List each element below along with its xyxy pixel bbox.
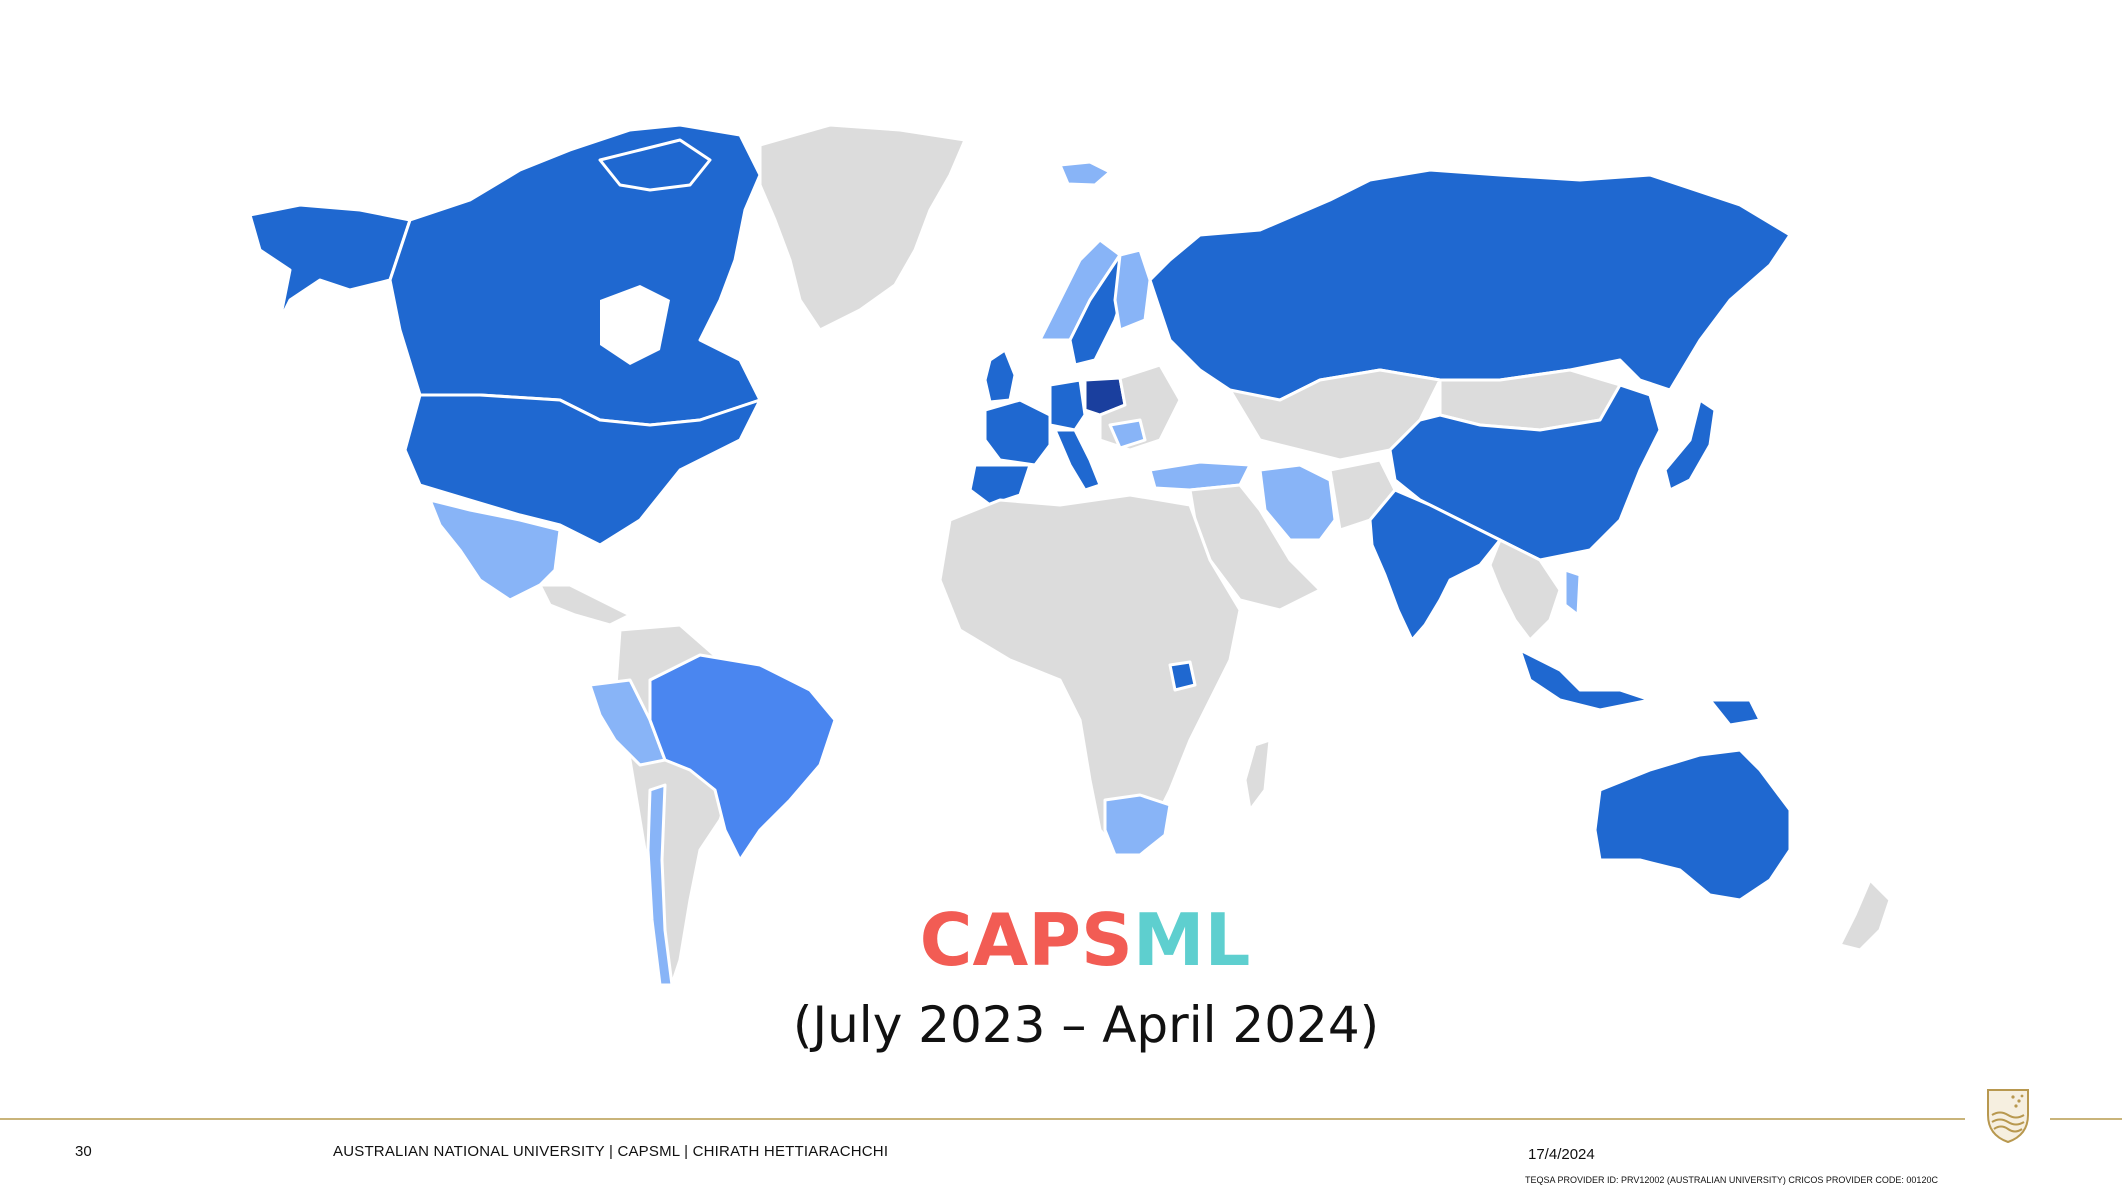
region-russia [1148,168,1792,412]
region-iran [1258,463,1337,542]
footer-credit: AUSTRALIAN NATIONAL UNIVERSITY | CAPSML … [333,1143,889,1160]
region-uganda [1168,660,1197,692]
slide-subtitle: (July 2023 – April 2024) [792,996,1380,1054]
region-png [1708,698,1762,727]
region-central-america [538,583,632,627]
anu-crest-icon [1987,1089,2029,1144]
region-usa [403,393,762,547]
region-brazil [648,653,837,862]
region-romania [1108,418,1147,450]
region-japan [1663,398,1717,492]
region-uk [983,348,1017,404]
footer-provider-id: TEQSA PROVIDER ID: PRV12002 (AUSTRALIAN … [1525,1175,1938,1185]
footer-divider-left [0,1118,1965,1120]
region-peru [588,678,667,767]
footer-date: 17/4/2024 [1528,1146,1595,1163]
region-madagascar [1243,738,1272,812]
slide-title: CAPSML [0,895,2122,985]
region-alaska [248,203,412,322]
region-finland [1113,248,1152,332]
region-philippines [1563,568,1582,617]
region-chile [646,783,674,987]
footer-divider-right [2050,1118,2122,1120]
region-india [1368,488,1502,642]
region-southeast-asia [1488,538,1562,642]
region-greenland [758,123,967,332]
region-australia [1593,748,1792,902]
region-arctic-islands [598,138,712,192]
region-hudson-bay [600,285,670,365]
region-africa [938,493,1242,852]
title-ml: ML [1132,898,1251,982]
region-indonesia [1518,648,1652,712]
page-number: 30 [75,1143,92,1160]
region-south-africa [1103,793,1172,857]
region-iceland [1058,160,1112,187]
region-france [983,398,1052,467]
region-germany [1048,378,1087,432]
region-new-zealand [1838,878,1892,952]
title-caps: CAPS [919,898,1133,982]
region-italy [1053,428,1102,492]
region-canada [388,123,762,427]
